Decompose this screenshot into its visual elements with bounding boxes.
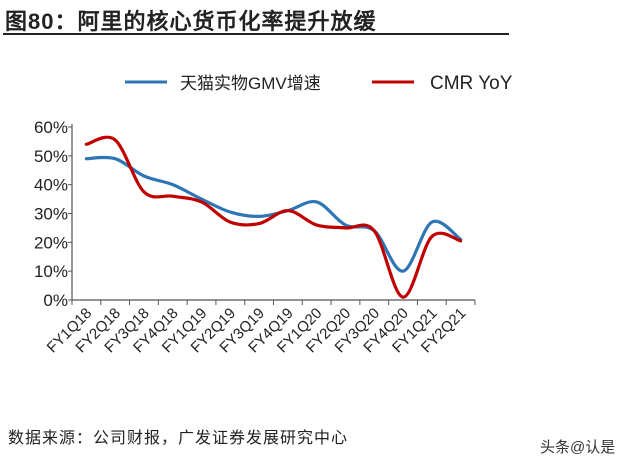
- legend-label: CMR YoY: [430, 73, 513, 94]
- y-tick-label: 0%: [43, 291, 68, 310]
- series-line-1: [84, 135, 463, 299]
- line-chart: 0%10%20%30%40%50%60%FY1Q18FY2Q18FY3Q18FY…: [34, 73, 513, 356]
- y-tick-label: 40%: [34, 176, 68, 195]
- watermark: 头条@认是: [540, 439, 616, 456]
- legend-label: 天猫实物GMV增速: [180, 74, 321, 93]
- y-tick-label: 10%: [34, 262, 68, 281]
- y-tick-label: 50%: [34, 147, 68, 166]
- y-tick-label: 60%: [34, 118, 68, 137]
- source-note: 数据来源：公司财报，广发证券发展研究中心: [8, 430, 349, 447]
- y-tick-label: 30%: [34, 205, 68, 224]
- series-line-0: [84, 155, 463, 273]
- figure-title: 图80：阿里的核心货币化率提升放缓: [5, 9, 377, 34]
- title-divider: [3, 33, 509, 35]
- y-tick-label: 20%: [34, 233, 68, 252]
